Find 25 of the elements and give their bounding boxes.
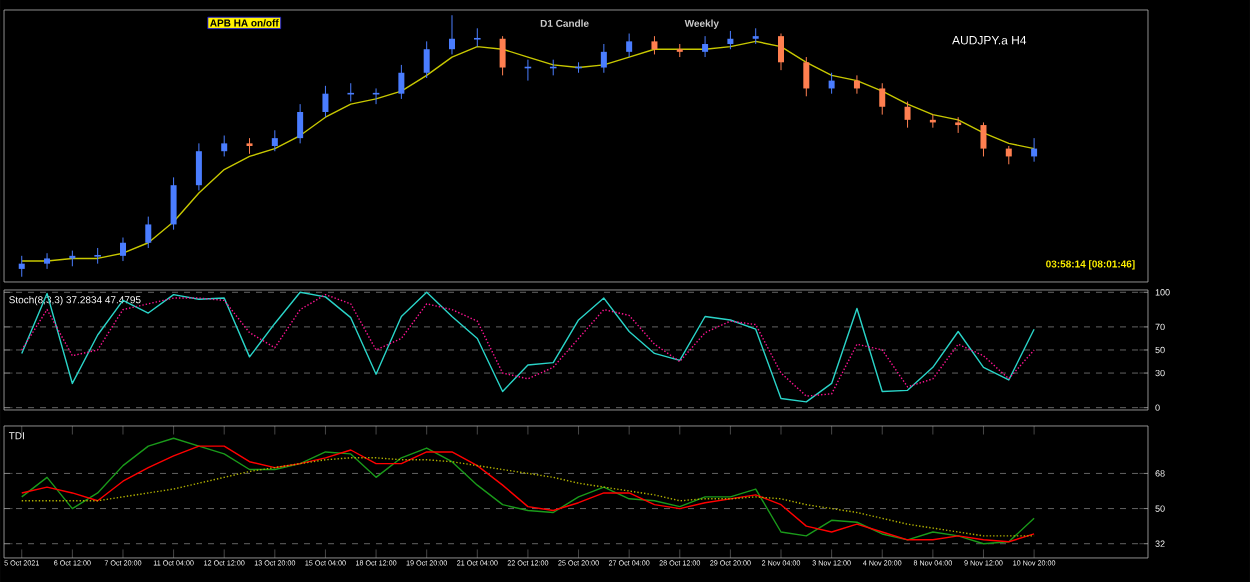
candlestick — [271, 129, 278, 152]
candlestick — [423, 40, 430, 79]
candlestick — [170, 176, 177, 231]
candlestick — [803, 56, 810, 97]
candlestick — [297, 103, 304, 144]
candlestick — [221, 135, 228, 157]
candlestick — [398, 64, 405, 100]
candlestick — [778, 33, 785, 71]
candlestick — [18, 255, 25, 278]
candlestick — [473, 27, 482, 48]
candlestick — [195, 142, 202, 191]
candlestick — [44, 252, 51, 270]
candlestick — [626, 33, 633, 58]
candlestick — [600, 43, 607, 74]
candlestick — [727, 30, 734, 50]
candlestick — [322, 85, 329, 118]
candlestick — [145, 216, 152, 249]
candlestick — [651, 35, 658, 55]
candlestick — [702, 35, 709, 58]
candlestick — [879, 82, 886, 116]
candlestick — [448, 14, 455, 55]
candlestick — [499, 35, 506, 76]
candlestick — [980, 121, 987, 157]
candlestick — [119, 237, 126, 262]
candlestick — [904, 101, 911, 129]
